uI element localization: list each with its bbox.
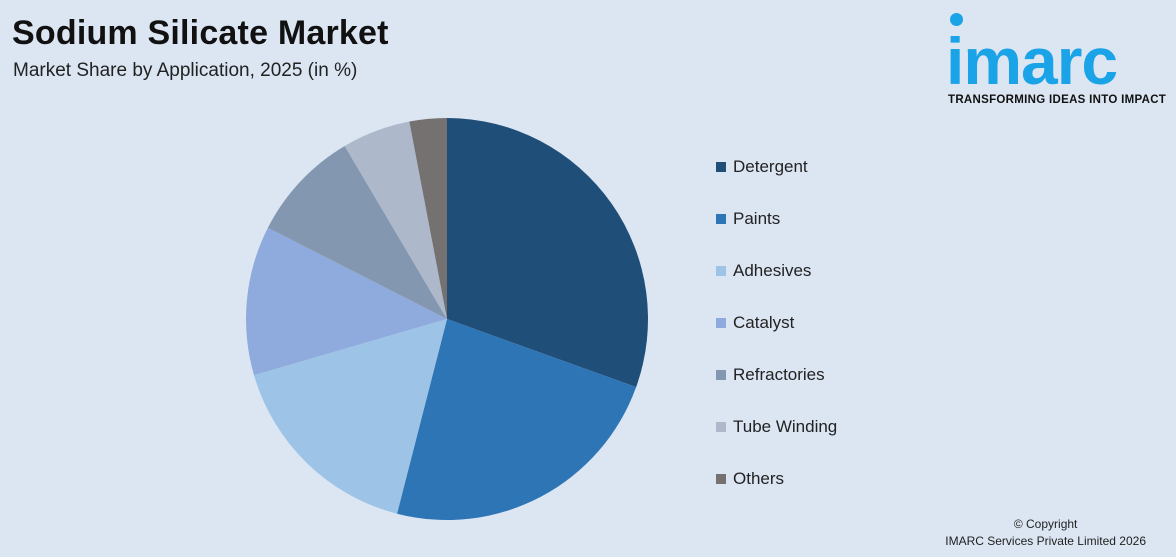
legend-swatch	[716, 162, 726, 172]
pie-slice-detergent	[447, 118, 649, 388]
pie-slice-catalyst	[246, 227, 447, 376]
legend-label: Catalyst	[733, 313, 795, 332]
chart-legend: Detergent Paints Adhesives Catalyst Refracto…	[716, 156, 837, 520]
legend-label: Others	[733, 469, 785, 488]
pie-chart	[246, 118, 649, 521]
copyright-line-1: © Copyright	[1013, 517, 1078, 531]
copyright-line-2: IMARC Services Private Limited 2026	[945, 534, 1146, 548]
legend-item-others: Others	[716, 468, 837, 490]
legend-item-catalyst: Catalyst	[716, 312, 837, 334]
chart-subtitle: Market Share by Application, 2025 (in %)	[13, 60, 358, 81]
legend-label: Paints	[733, 209, 781, 228]
legend-item-tube-winding: Tube Winding	[716, 416, 837, 438]
legend-label: Refractories	[733, 365, 825, 384]
pie-slice-others	[409, 118, 447, 319]
imarc-logo: imarc TRANSFORMING IDEAS INTO IMPACT	[944, 10, 1172, 110]
pie-slice-paints	[397, 319, 637, 521]
legend-label: Adhesives	[733, 261, 812, 280]
legend-swatch	[716, 318, 726, 328]
legend-item-refractories: Refractories	[716, 364, 837, 386]
legend-label: Tube Winding	[733, 417, 838, 436]
legend-label: Detergent	[733, 157, 808, 176]
pie-slice-adhesives	[253, 319, 447, 514]
logo-dot	[950, 13, 963, 26]
legend-item-detergent: Detergent	[716, 156, 837, 178]
copyright-notice: © Copyright IMARC Services Private Limit…	[945, 516, 1146, 550]
legend-swatch	[716, 474, 726, 484]
legend-swatch	[716, 214, 726, 224]
legend-swatch	[716, 422, 726, 432]
pie-slice-refractories	[267, 145, 447, 319]
legend-swatch	[716, 370, 726, 380]
logo-tagline: TRANSFORMING IDEAS INTO IMPACT	[948, 94, 1167, 106]
legend-item-adhesives: Adhesives	[716, 260, 837, 282]
chart-title: Sodium Silicate Market	[12, 14, 389, 52]
legend-item-paints: Paints	[716, 208, 837, 230]
legend-swatch	[716, 266, 726, 276]
pie-slice-tube-winding	[344, 121, 447, 319]
logo-wordmark: imarc	[946, 24, 1118, 98]
